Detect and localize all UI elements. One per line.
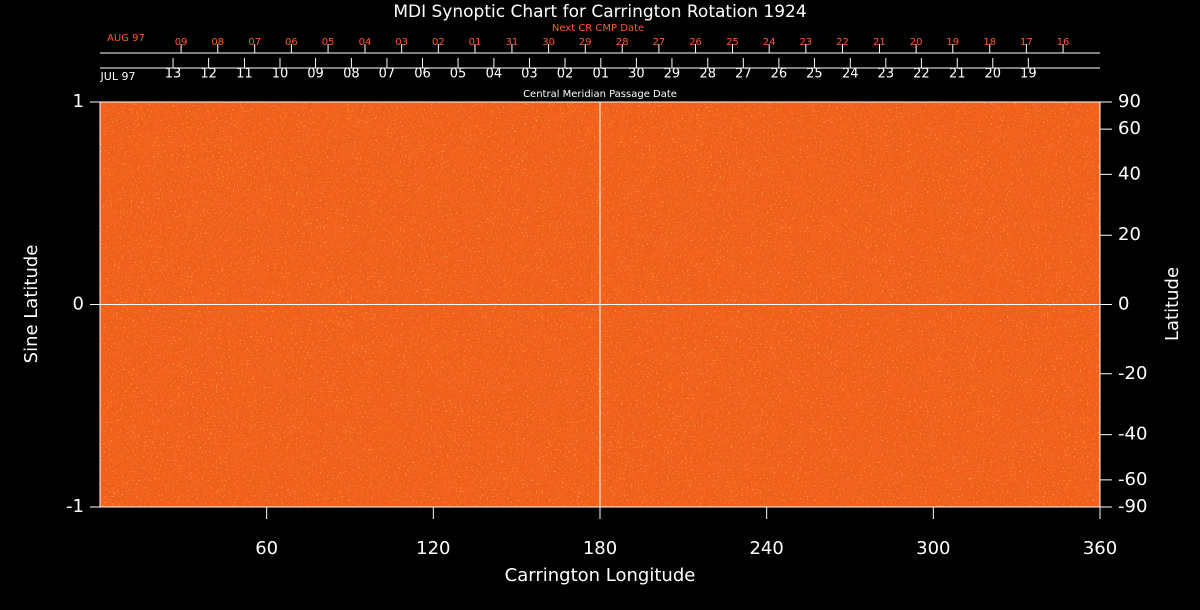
x-tick-label: 60 bbox=[255, 538, 278, 559]
top-tick-label: 08 bbox=[211, 37, 224, 48]
top-tick-label: 29 bbox=[664, 67, 681, 82]
top-axis-start-label: JUL 97 bbox=[100, 70, 136, 83]
top-tick-label: 21 bbox=[873, 37, 886, 48]
y-tick-label: -1 bbox=[66, 496, 84, 517]
top-axis-label: Next CR CMP Date bbox=[552, 23, 644, 34]
top-tick-label: 06 bbox=[285, 37, 298, 48]
y2-axis-label: Latitude bbox=[1162, 267, 1183, 341]
top-tick-label: 06 bbox=[414, 67, 431, 82]
top-tick-label: 03 bbox=[395, 37, 408, 48]
top-tick-label: 23 bbox=[878, 67, 895, 82]
top-tick-label: 24 bbox=[842, 67, 859, 82]
top-tick-label: 19 bbox=[946, 37, 959, 48]
x-axis-label: Carrington Longitude bbox=[505, 565, 696, 586]
top-tick-label: 20 bbox=[985, 67, 1002, 82]
top-axis-label: Central Meridian Passage Date bbox=[523, 89, 677, 100]
y-tick-label: 1 bbox=[73, 91, 84, 112]
top-tick-label: 24 bbox=[763, 37, 776, 48]
y2-tick-label: -90 bbox=[1118, 496, 1147, 517]
top-tick-label: 23 bbox=[799, 37, 812, 48]
top-tick-label: 02 bbox=[432, 37, 445, 48]
top-tick-label: 05 bbox=[322, 37, 335, 48]
top-tick-label: 22 bbox=[913, 67, 930, 82]
y2-tick-label: -20 bbox=[1118, 363, 1147, 384]
top-tick-label: 10 bbox=[272, 67, 289, 82]
y2-tick-label: 0 bbox=[1118, 294, 1129, 315]
top-tick-label: 28 bbox=[700, 67, 717, 82]
top-axis-start-label: AUG 97 bbox=[107, 33, 145, 44]
top-tick-label: 30 bbox=[628, 67, 645, 82]
x-tick-label: 120 bbox=[416, 538, 450, 559]
chart-title: MDI Synoptic Chart for Carrington Rotati… bbox=[393, 2, 806, 22]
top-tick-label: 09 bbox=[175, 37, 188, 48]
top-tick-label: 16 bbox=[1057, 37, 1070, 48]
y-axis-label: Sine Latitude bbox=[21, 245, 42, 364]
top-tick-label: 30 bbox=[542, 37, 555, 48]
top-tick-label: 08 bbox=[343, 67, 360, 82]
y-tick-label: 0 bbox=[73, 294, 84, 315]
top-tick-label: 05 bbox=[450, 67, 467, 82]
y2-tick-label: 40 bbox=[1118, 163, 1141, 184]
top-tick-label: 09 bbox=[307, 67, 324, 82]
x-tick-label: 240 bbox=[749, 538, 783, 559]
top-tick-label: 18 bbox=[983, 37, 996, 48]
top-tick-label: 19 bbox=[1020, 67, 1037, 82]
top-tick-label: 01 bbox=[469, 37, 482, 48]
top-tick-label: 26 bbox=[771, 67, 788, 82]
top-tick-label: 12 bbox=[200, 67, 217, 82]
top-tick-label: 03 bbox=[521, 67, 538, 82]
top-tick-label: 11 bbox=[236, 67, 253, 82]
top-tick-label: 17 bbox=[1020, 37, 1033, 48]
top-tick-label: 07 bbox=[379, 67, 396, 82]
top-tick-label: 27 bbox=[653, 37, 666, 48]
x-tick-label: 300 bbox=[916, 538, 950, 559]
top-tick-label: 29 bbox=[579, 37, 592, 48]
top-tick-label: 28 bbox=[616, 37, 629, 48]
y2-tick-label: -60 bbox=[1118, 469, 1147, 490]
x-tick-label: 360 bbox=[1083, 538, 1117, 559]
top-tick-label: 01 bbox=[593, 67, 610, 82]
top-tick-label: 25 bbox=[726, 37, 739, 48]
y2-tick-label: -40 bbox=[1118, 424, 1147, 445]
y2-tick-label: 60 bbox=[1118, 118, 1141, 139]
top-tick-label: 20 bbox=[910, 37, 923, 48]
top-tick-label: 22 bbox=[836, 37, 849, 48]
top-tick-label: 02 bbox=[557, 67, 574, 82]
top-tick-label: 31 bbox=[506, 37, 519, 48]
x-tick-label: 180 bbox=[583, 538, 617, 559]
top-tick-label: 25 bbox=[806, 67, 823, 82]
top-tick-label: 07 bbox=[248, 37, 261, 48]
y2-tick-label: 90 bbox=[1118, 91, 1141, 112]
top-tick-label: 04 bbox=[359, 37, 372, 48]
top-tick-label: 21 bbox=[949, 67, 966, 82]
y2-tick-label: 20 bbox=[1118, 224, 1141, 245]
top-tick-label: 13 bbox=[165, 67, 182, 82]
top-tick-label: 04 bbox=[486, 67, 503, 82]
top-tick-label: 27 bbox=[735, 67, 752, 82]
top-tick-label: 26 bbox=[689, 37, 702, 48]
